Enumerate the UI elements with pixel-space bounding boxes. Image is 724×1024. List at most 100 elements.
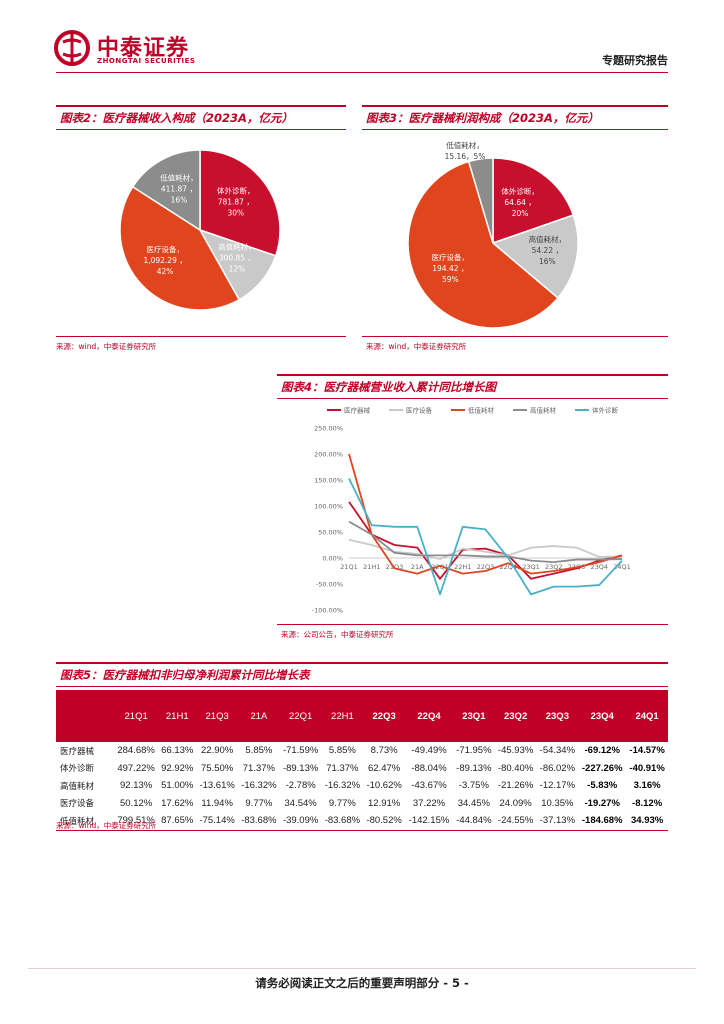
table-cell: 71.37% <box>326 762 359 774</box>
table-cell: -2.78% <box>285 780 316 792</box>
fig3-top-rule <box>362 105 668 107</box>
fig2-top-rule <box>56 105 346 107</box>
table-header-cell: 23Q4 <box>590 710 614 722</box>
x-tick-label: 22Q3 <box>477 563 495 571</box>
table-cell: -37.13% <box>536 812 579 831</box>
fig4-title-rule <box>277 398 668 399</box>
pie-label: 411.87 ， <box>161 184 197 193</box>
table-cell: 799.51% <box>114 812 159 831</box>
table-cell: -80.52% <box>363 812 406 831</box>
table-row-header: 医疗设备 <box>60 799 95 810</box>
pie-label: 54.22 ， <box>532 246 563 255</box>
legend-item: 低值耗材 <box>468 406 495 415</box>
pie-label: 781.87 ， <box>218 197 254 206</box>
table-cell: -39.09% <box>279 812 322 831</box>
table-row-header: 高值耗材 <box>60 781 95 792</box>
table-cell: -45.93% <box>497 745 534 757</box>
table-cell: 5.85% <box>328 745 356 757</box>
table-cell: -54.34% <box>539 745 576 757</box>
pie-slice <box>199 149 281 257</box>
table-row: 医疗器械 284.68% 66.13% 22.90% 5.85% -71.59% 5.85%… <box>56 742 668 760</box>
table-cell: 12.91% <box>368 797 401 809</box>
footer-rule <box>28 968 696 969</box>
table-header-cell: 23Q1 <box>462 710 486 722</box>
fig3-title-rule <box>362 129 668 130</box>
table-cell: 62.47% <box>368 762 401 774</box>
pie-label: 体外诊断， <box>501 186 539 196</box>
x-tick-label: 21A <box>411 563 424 571</box>
series-line <box>348 520 623 564</box>
pie-label: 300.85 ， <box>219 254 255 263</box>
fig5-title: 图表5：医疗器械扣非归母净利润累计同比增长表 <box>60 668 310 682</box>
table-cell: 75.50% <box>201 762 234 774</box>
y-tick-label: 150.00% <box>314 477 343 485</box>
fig4-line-chart: 医疗器械 医疗设备 低值耗材 高值耗材 体外诊断 -100.00% -50.00% 0.00%… <box>312 406 631 615</box>
table-cell: 17.62% <box>161 797 194 809</box>
table-cell: -184.68% <box>578 812 627 831</box>
table-cell: 87.65% <box>158 812 197 831</box>
table-cell: 50.12% <box>120 797 153 809</box>
table-header-cell: 21H1 <box>165 710 189 722</box>
pie-label: 1,092.29 ， <box>143 256 186 265</box>
fig5-table: 21Q1 21H1 21Q3 21A 22Q1 22H1 22Q3 22Q4 23Q1 23Q2 2… <box>56 690 668 831</box>
pie-label: 高值耗材， <box>529 234 567 244</box>
y-tick-label: 0.00% <box>322 555 343 563</box>
table-cell: -19.27% <box>584 797 620 809</box>
x-tick-label: 24Q1 <box>613 563 631 571</box>
pie-label: 30% <box>227 208 244 217</box>
table-header-cell: 21A <box>250 710 268 722</box>
x-tick-label: 22H1 <box>454 563 471 571</box>
table-cell: 51.00% <box>161 780 194 792</box>
legend-item: 医疗器械 <box>344 406 371 415</box>
table-header-cell: 22H1 <box>331 710 354 722</box>
table-cell: 34.93% <box>626 812 668 831</box>
table-header-cell: 22Q1 <box>289 710 313 722</box>
logo-text-cn: 中泰证券 <box>97 36 190 61</box>
pie-label: 低值耗材， <box>160 172 198 182</box>
table-header-cell: 21Q1 <box>124 710 148 722</box>
table-cell: -12.17% <box>539 780 576 792</box>
table-cell: 9.77% <box>328 797 356 809</box>
x-tick-label: 21Q1 <box>340 563 358 571</box>
table-header-cell: 22Q3 <box>372 710 396 722</box>
table-cell: -83.68% <box>321 812 364 831</box>
table-cell: 22.90% <box>201 745 234 757</box>
table-cell: -142.15% <box>405 812 453 831</box>
table-cell: -14.57% <box>629 745 665 757</box>
table-cell: 10.35% <box>541 797 574 809</box>
series-line <box>348 478 623 596</box>
pie-slice <box>491 214 579 300</box>
table-cell: 34.45% <box>457 797 490 809</box>
table-cell: 37.22% <box>412 797 446 809</box>
table-row: 高值耗材 92.13% 51.00% -13.61% -16.32% -2.78% -16.… <box>56 777 668 795</box>
x-tick-label: 23Q1 <box>522 563 540 571</box>
pie-label: 16% <box>171 195 188 204</box>
table-cell: -69.12% <box>584 745 620 757</box>
table-cell: -16.32% <box>324 780 361 792</box>
fig2-title: 图表2：医疗器械收入构成（2023A，亿元） <box>60 111 293 125</box>
table-cell: 3.16% <box>633 780 661 792</box>
y-tick-label: 200.00% <box>314 451 343 459</box>
pie-label: 低值耗材， <box>446 140 484 150</box>
pie-label: 12% <box>229 265 246 274</box>
table-header-cell: 24Q1 <box>635 710 659 722</box>
pie-slice <box>467 157 494 244</box>
table-cell: 284.68% <box>117 745 155 757</box>
table-cell: -5.83% <box>587 780 618 792</box>
table-row: 医疗设备 50.12% 17.62% 11.94% 9.77% 34.54% 9.77% 12… <box>56 795 668 813</box>
pie-label: 64.64 ， <box>504 198 535 207</box>
table-cell: -71.95% <box>456 745 492 757</box>
pie-label: 医疗设备， <box>146 244 184 254</box>
table-row-header: 医疗器械 <box>60 746 95 757</box>
pie-slice <box>119 185 241 311</box>
pie-label: 16% <box>539 257 556 266</box>
table-cell: -89.13% <box>456 762 492 774</box>
pie-label: 医疗设备， <box>432 252 470 262</box>
x-tick-label: 21H1 <box>363 563 380 571</box>
table-header-cell: 21Q3 <box>205 710 229 722</box>
pie-label: 59% <box>442 275 459 284</box>
y-tick-label: 50.00% <box>318 529 343 537</box>
fig2-source: 来源：wind，中泰证券研究所 <box>56 342 157 351</box>
table-cell: 71.37% <box>242 762 275 774</box>
fig4-source: 来源：公司公告，中泰证券研究所 <box>281 630 394 639</box>
